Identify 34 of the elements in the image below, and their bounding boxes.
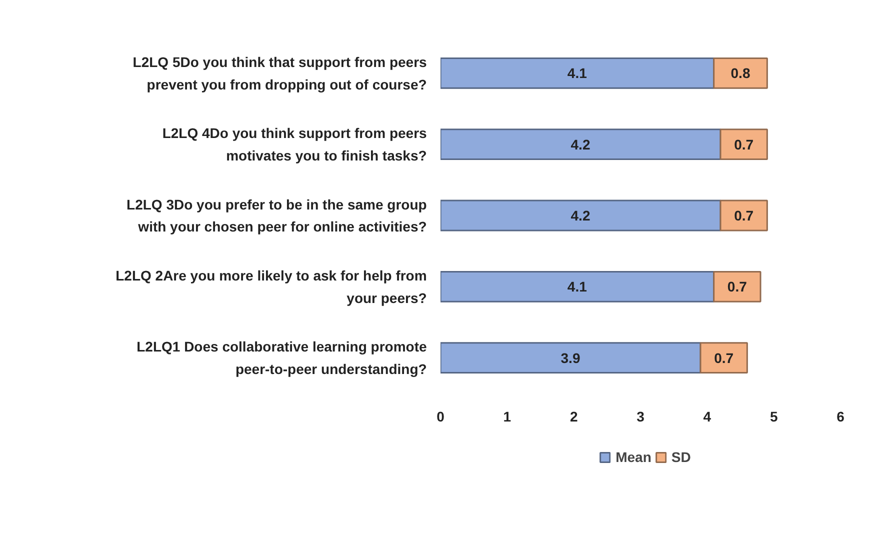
data-label: 4.1 (567, 278, 588, 295)
bar (700, 342, 748, 374)
x-tick-label: 2 (570, 408, 578, 424)
data-label: 4.2 (570, 136, 590, 152)
legend-label: Mean (616, 449, 652, 465)
data-label: 0.8 (730, 65, 750, 82)
bar (713, 270, 762, 302)
legend-label: SD (671, 449, 692, 465)
data-label: 3.9 (560, 350, 580, 366)
x-tick-label: 6 (836, 408, 845, 424)
y-tick-label: L2LQ 3Do you prefer to be in the same group with your chosen peer for online activities? (126, 196, 427, 235)
x-tick-label: 0 (436, 408, 445, 424)
bar (720, 128, 768, 160)
x-tick-label: 1 (503, 408, 512, 424)
bar (713, 58, 768, 89)
bar (440, 58, 715, 89)
bar (440, 128, 722, 160)
data-label: 0.7 (734, 208, 754, 224)
x-tick-label: 4 (703, 408, 712, 424)
bar (440, 200, 722, 232)
y-tick-label: L2LQ 2Are you more likely to ask for help from your peers? (116, 267, 427, 306)
y-tick-label: L2LQ 5Do you think that support from peers prevent you from dropping out of course? (132, 54, 428, 92)
y-tick-label: L2LQ 4Do you think support from peers motivates you to finish tasks? (162, 125, 428, 164)
y-tick-label: L2LQ1 Does collaborative learning promote peer-to-peer understanding? (136, 338, 428, 378)
bar (440, 342, 702, 374)
data-label: 0.7 (734, 136, 754, 152)
bar (720, 200, 768, 232)
data-label: 4.1 (567, 65, 588, 82)
x-tick-label: 5 (770, 408, 778, 424)
data-label: 0.7 (727, 278, 748, 295)
bar (440, 270, 715, 302)
data-label: 0.7 (714, 350, 734, 366)
x-tick-label: 3 (636, 408, 645, 424)
data-label: 4.2 (570, 208, 590, 224)
